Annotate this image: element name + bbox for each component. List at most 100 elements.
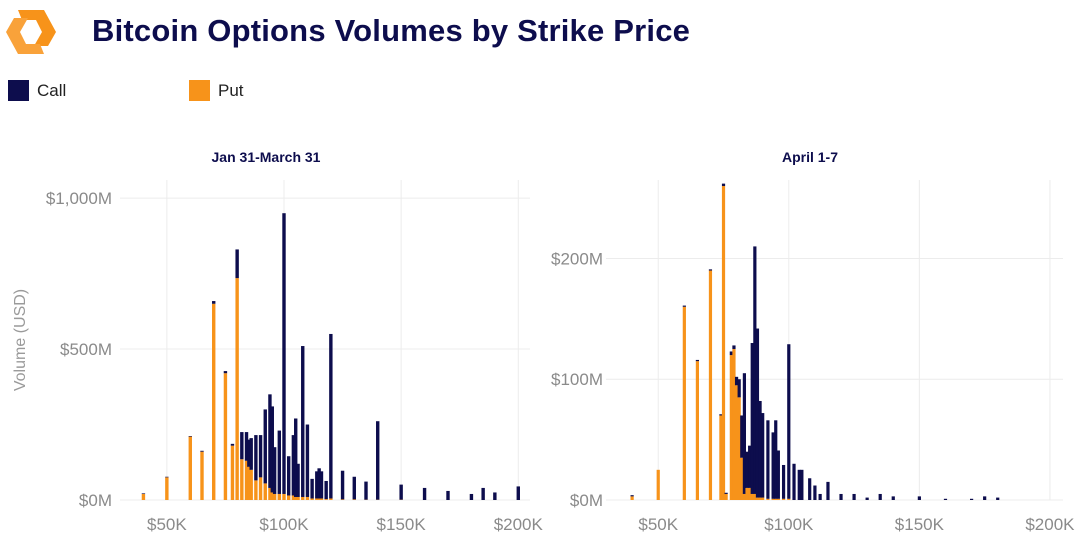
put-bar: [223, 373, 228, 500]
call-bar: [481, 487, 485, 500]
x-tick-label: $200K: [1025, 515, 1075, 534]
call-bar: [188, 436, 192, 437]
put-bar: [270, 492, 274, 500]
y-tick-label: $200M: [551, 249, 603, 268]
call-bar: [891, 496, 895, 500]
put-bar: [695, 361, 699, 500]
call-bar: [340, 470, 345, 500]
call-bar: [818, 493, 822, 500]
call-bar: [721, 183, 726, 187]
panel-title-april: April 1-7: [782, 149, 838, 165]
call-bar: [268, 394, 272, 488]
call-bar: [878, 493, 882, 500]
call-bar: [272, 447, 277, 494]
put-bar: [317, 498, 321, 500]
legend-label-call: Call: [37, 80, 67, 100]
put-bar: [230, 445, 235, 500]
call-bar: [254, 435, 258, 481]
put-bar: [286, 495, 291, 500]
put-bar: [729, 355, 733, 500]
call-bar: [235, 249, 239, 279]
put-bar: [656, 469, 660, 500]
y-tick-label: $1,000M: [46, 189, 112, 208]
put-bar: [141, 493, 146, 500]
put-bar: [781, 498, 786, 500]
exchange-logo-icon: [6, 10, 56, 54]
call-bar: [352, 476, 356, 500]
call-bar: [970, 498, 974, 500]
legend-swatch-put: [189, 80, 210, 101]
x-tick-label: $100K: [764, 515, 814, 534]
call-bar: [630, 495, 634, 497]
call-bar: [376, 421, 380, 500]
put-bar: [776, 498, 780, 500]
put-bar: [708, 270, 713, 500]
chart-panel-april: April 1-7 $50K $100K $150K $200K $0M $100M $20…: [551, 149, 1075, 534]
put-bar: [235, 278, 239, 500]
put-bar: [258, 477, 263, 500]
call-bar: [732, 345, 736, 350]
put-bar: [249, 469, 253, 500]
call-bar: [781, 464, 786, 499]
call-bar: [324, 480, 328, 500]
call-bar: [800, 469, 804, 500]
x-tick-label: $50K: [638, 515, 678, 534]
put-bar: [277, 493, 282, 500]
put-bar: [188, 436, 192, 500]
chart-panel-jan-mar: Jan 31-March 31 $50K $100K $150K $200K $0M $5…: [46, 149, 544, 534]
call-bar: [315, 471, 319, 499]
put-bar: [766, 498, 770, 500]
put-bar: [740, 457, 744, 500]
y-tick-label: $100M: [551, 370, 603, 389]
put-bar: [742, 493, 747, 500]
put-bar: [758, 497, 762, 500]
grid-jan-mar: [120, 180, 530, 501]
call-bar: [758, 400, 762, 498]
put-bar: [315, 498, 319, 500]
call-bar: [291, 435, 296, 496]
call-bar: [943, 498, 948, 500]
y-axis-title: Volume (USD): [12, 289, 29, 391]
put-bar: [748, 487, 752, 500]
put-bar: [200, 451, 204, 500]
put-bar: [732, 349, 736, 500]
call-bar: [797, 469, 801, 500]
panel-title-jan-mar: Jan 31-March 31: [212, 149, 321, 165]
bars-jan-mar: [141, 213, 520, 500]
call-bar: [200, 450, 204, 452]
page-title: Bitcoin Options Volumes by Strike Price: [92, 13, 691, 48]
call-bar: [996, 497, 1000, 500]
y-tick-label: $500M: [60, 340, 112, 359]
put-bar: [753, 493, 757, 500]
call-bar: [742, 373, 747, 494]
put-bar: [340, 499, 345, 500]
call-bar: [776, 450, 780, 499]
call-bar: [813, 485, 817, 500]
call-bar: [270, 406, 274, 493]
call-bar: [301, 346, 305, 497]
put-bar: [165, 477, 169, 500]
call-bar: [364, 481, 368, 500]
x-tick-label: $100K: [259, 515, 309, 534]
legend-label-put: Put: [218, 80, 244, 100]
call-bar: [319, 471, 324, 499]
call-bar: [771, 432, 775, 499]
call-bar: [755, 328, 760, 498]
call-bar: [399, 484, 403, 500]
call-bar: [282, 213, 286, 494]
call-bar: [748, 445, 752, 488]
call-bar: [682, 305, 686, 307]
put-bar: [301, 496, 305, 500]
call-bar: [737, 379, 741, 398]
call-bar: [329, 333, 333, 499]
call-bar: [724, 492, 728, 494]
call-bar: [422, 487, 427, 500]
put-bar: [719, 415, 723, 500]
call-bar: [277, 430, 282, 494]
call-bar: [230, 443, 235, 446]
call-bar: [787, 344, 791, 499]
call-bar: [865, 497, 869, 500]
put-bar: [268, 487, 272, 500]
put-bar: [291, 495, 296, 500]
